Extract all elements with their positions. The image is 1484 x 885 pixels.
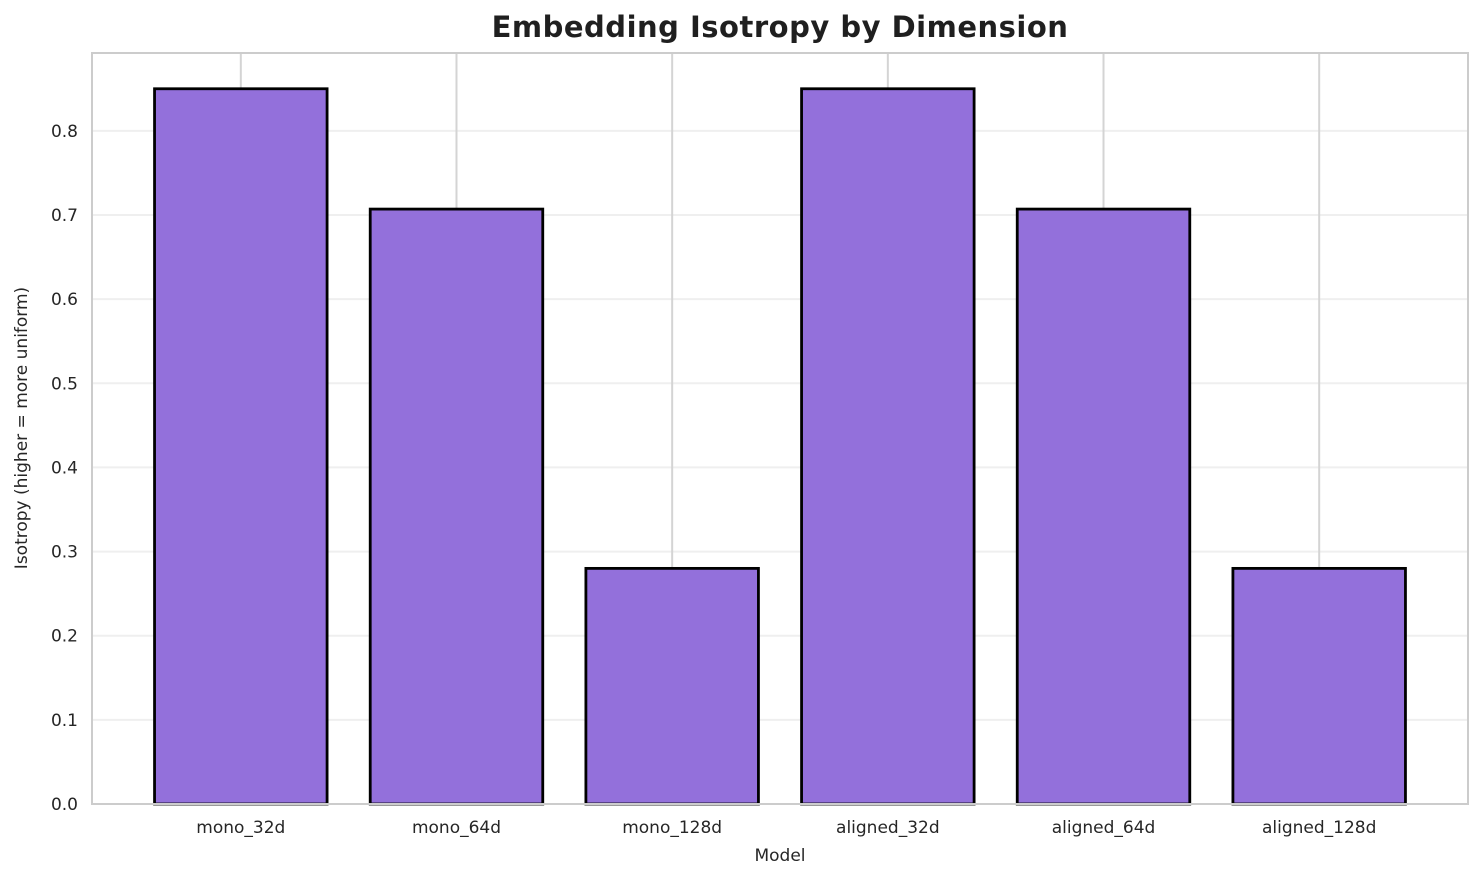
bar-mono_128d [584, 566, 760, 806]
x-axis-label: Model [754, 846, 806, 866]
plot-border [91, 52, 1469, 805]
y-tick-label: 0.1 [51, 711, 78, 731]
x-tick-label: mono_32d [196, 818, 285, 838]
x-tick-label: aligned_128d [1262, 818, 1376, 838]
bar-mono_32d [153, 87, 329, 806]
y-tick-label: 0.0 [51, 795, 78, 815]
y-tick-label: 0.4 [51, 458, 78, 478]
x-tick-label: aligned_32d [836, 818, 940, 838]
x-tick-label: mono_128d [622, 818, 722, 838]
bar-aligned_32d [800, 87, 976, 806]
y-tick-label: 0.6 [51, 290, 78, 310]
bar-aligned_128d [1231, 566, 1407, 806]
y-tick-label: 0.2 [51, 627, 78, 647]
x-tick-label: aligned_64d [1052, 818, 1156, 838]
bar-aligned_64d [1015, 207, 1192, 806]
y-tick-label: 0.8 [51, 122, 78, 142]
bar-mono_64d [368, 207, 545, 806]
y-tick-label: 0.5 [51, 374, 78, 394]
chart-title: Embedding Isotropy by Dimension [491, 10, 1069, 44]
y-tick-label: 0.7 [51, 206, 78, 226]
y-tick-label: 0.3 [51, 543, 78, 563]
y-axis-label: Isotropy (higher = more uniform) [12, 286, 32, 570]
x-tick-label: mono_64d [412, 818, 501, 838]
